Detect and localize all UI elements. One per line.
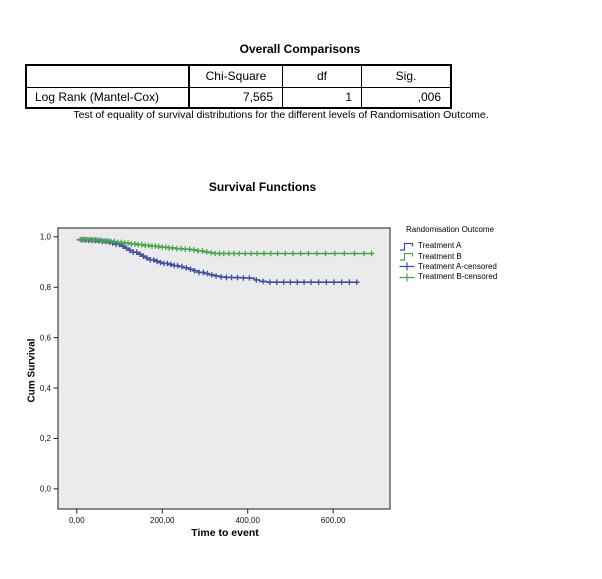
y-tick-label: 0,0: [40, 485, 52, 494]
legend-item-treatment-a: Treatment A: [399, 241, 599, 251]
row-label-log-rank: Log Rank (Mantel-Cox): [25, 86, 190, 109]
censored-marks-b: [77, 236, 375, 257]
x-tick-label: 200,00: [150, 516, 175, 525]
table-caption: Test of equality of survival distributio…: [73, 109, 489, 121]
y-tick-label: 0,6: [40, 333, 52, 342]
comparison-table-title: Overall Comparisons: [239, 42, 361, 56]
step-line-icon: [400, 242, 414, 251]
y-tick-label: 0,8: [40, 283, 52, 292]
table-header-chi-square: Chi-Square: [188, 64, 283, 88]
table-header-df: df: [282, 64, 362, 88]
legend-item-treatment-b: Treatment B: [399, 251, 599, 261]
cell-sig-value: ,006: [361, 86, 452, 109]
chart-title: Survival Functions: [208, 180, 317, 194]
y-tick-label: 0,4: [40, 384, 52, 393]
legend-title: Randomisation Outcome: [406, 225, 495, 234]
table-row: Log Rank (Mantel-Cox) 7,565 1 ,006: [25, 86, 452, 109]
step-line-icon: [400, 252, 414, 261]
x-tick-label: 400,00: [235, 516, 260, 525]
legend-item-treatment-a-censored: Treatment A-censored: [399, 262, 599, 272]
table-header-sig: Sig.: [361, 64, 452, 88]
table-header-empty: [25, 64, 190, 88]
plot-frame: [57, 227, 391, 510]
chart-legend: Randomisation Outcome Treatment A Treatm…: [399, 225, 599, 283]
censored-plus-icon: [399, 262, 415, 271]
table-header-row: Chi-Square df Sig.: [25, 64, 452, 88]
legend-label: Treatment B-censored: [418, 272, 498, 282]
y-tick-label: 1,0: [40, 233, 52, 242]
censored-plus-icon: [399, 273, 415, 282]
x-tick-label: 0,00: [69, 516, 85, 525]
x-tick-label: 600,00: [321, 516, 346, 525]
legend-label: Treatment A: [418, 241, 462, 251]
cell-df-value: 1: [282, 86, 362, 109]
legend-label: Treatment B: [418, 251, 462, 261]
y-tick-label: 0,2: [40, 434, 52, 443]
cell-chi-square-value: 7,565: [188, 86, 283, 109]
overall-comparisons-table: Chi-Square df Sig. Log Rank (Mantel-Cox)…: [25, 64, 452, 109]
legend-item-treatment-b-censored: Treatment B-censored: [399, 272, 599, 282]
survival-plot: 0,0 0,2 0,4 0,6 0,8 1,0 0,00 200,00 400,00 600,00: [40, 227, 391, 525]
x-axis-label: Time to event: [191, 527, 259, 539]
legend-label: Treatment A-censored: [418, 261, 497, 271]
